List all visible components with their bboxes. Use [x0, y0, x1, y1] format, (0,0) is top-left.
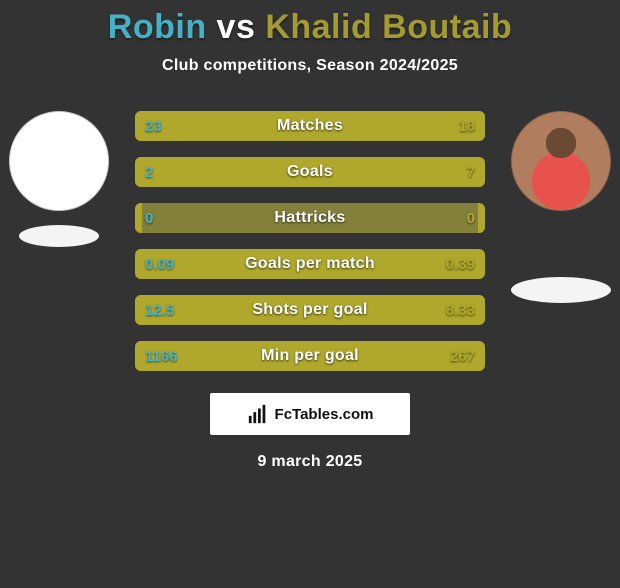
stat-value-right: 7 — [457, 157, 485, 187]
stat-label: Matches — [135, 111, 485, 141]
stat-bar: Matches23 18 — [135, 111, 485, 141]
player-left-side — [4, 111, 114, 247]
stat-value-left: 2 — [135, 157, 163, 187]
stats-bars: Matches23 18 Goals2 7 Hattricks0 0 Goals per m… — [135, 111, 485, 371]
player-right-avatar — [511, 111, 611, 211]
player-right-side — [506, 111, 616, 303]
shadow-ellipse — [19, 225, 99, 247]
stat-value-left: 12.5 — [135, 295, 184, 325]
stat-value-right: 0.39 — [436, 249, 485, 279]
stat-value-left: 23 — [135, 111, 172, 141]
stat-value-right: 18 — [448, 111, 485, 141]
stat-label: Goals — [135, 157, 485, 187]
stat-label: Hattricks — [135, 203, 485, 233]
shadow-ellipse — [511, 277, 611, 303]
page-title: Robin vs Khalid Boutaib — [0, 8, 620, 47]
title-vs: vs — [217, 8, 256, 46]
stat-bar: Min per goal1166267 — [135, 341, 485, 371]
stat-value-left: 0.09 — [135, 249, 184, 279]
date-text: 9 march 2025 — [0, 453, 620, 471]
stat-label: Shots per goal — [135, 295, 485, 325]
stat-value-left: 0 — [135, 203, 163, 233]
subtitle: Club competitions, Season 2024/2025 — [0, 57, 620, 75]
stat-label: Goals per match — [135, 249, 485, 279]
stat-value-left: 1166 — [135, 341, 188, 371]
player-left-avatar — [9, 111, 109, 211]
title-player2: Khalid Boutaib — [265, 8, 512, 46]
stat-value-right: 0 — [457, 203, 485, 233]
stat-bar: Goals2 7 — [135, 157, 485, 187]
comparison-arena: Matches23 18 Goals2 7 Hattricks0 0 Goals per m… — [0, 111, 620, 371]
title-player1: Robin — [108, 8, 207, 46]
source-badge-text: FcTables.com — [275, 406, 374, 423]
stat-bar: Shots per goal12.5 8.33 — [135, 295, 485, 325]
bars-chart-icon — [247, 403, 269, 425]
stat-bar: Goals per match0.09 0.39 — [135, 249, 485, 279]
stat-value-right: 267 — [440, 341, 485, 371]
source-badge: FcTables.com — [210, 393, 410, 435]
stat-value-right: 8.33 — [436, 295, 485, 325]
stat-bar: Hattricks0 0 — [135, 203, 485, 233]
